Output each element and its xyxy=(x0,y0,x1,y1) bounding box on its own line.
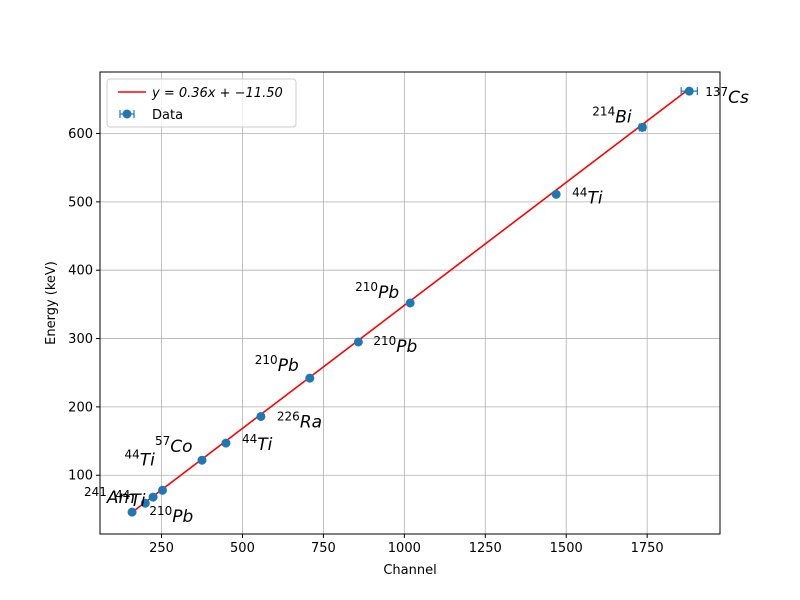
isotope-label: 210Pb xyxy=(149,504,193,527)
legend-box xyxy=(106,78,297,128)
y-tick-label: 100 xyxy=(68,469,93,484)
isotope-label: 210Pb xyxy=(355,280,399,303)
isotope-label: 210Pb xyxy=(373,334,417,357)
x-tick-label: 500 xyxy=(230,541,255,556)
isotope-label: 241Am xyxy=(84,485,135,508)
x-tick-label: 1500 xyxy=(550,541,583,556)
y-tick-label: 600 xyxy=(68,127,93,142)
y-tick-label: 500 xyxy=(68,195,93,210)
data-point xyxy=(157,485,167,495)
data-point xyxy=(305,373,315,383)
y-tick-label: 300 xyxy=(68,332,93,347)
data-point xyxy=(684,86,694,96)
legend-data-marker xyxy=(122,109,132,119)
isotope-label: 44Ti xyxy=(572,185,603,208)
isotope-label: 210Pb xyxy=(255,353,299,376)
x-tick-label: 750 xyxy=(311,541,336,556)
y-tick-label: 200 xyxy=(68,400,93,415)
legend: y = 0.36x + −11.50 Data xyxy=(106,78,297,128)
data-point xyxy=(405,298,415,308)
x-tick-label: 250 xyxy=(149,541,174,556)
y-axis-label: Energy (keV) xyxy=(44,261,59,345)
x-tick-label: 1000 xyxy=(388,541,421,556)
data-point xyxy=(353,337,363,347)
data-point xyxy=(127,507,137,517)
x-tick-label: 1250 xyxy=(469,541,502,556)
data-point xyxy=(256,411,266,421)
x-axis-label: Channel xyxy=(383,563,436,578)
x-tick-label: 1750 xyxy=(631,541,664,556)
isotope-label: 214Bi xyxy=(592,104,632,127)
plot-frame xyxy=(99,71,721,535)
y-tick-label: 400 xyxy=(68,264,93,279)
data-point xyxy=(551,189,561,199)
isotope-label: 57Co xyxy=(155,434,193,457)
data-point xyxy=(637,122,647,132)
isotope-label: 44Ti xyxy=(115,488,146,511)
isotope-label: 137Cs xyxy=(705,85,749,108)
isotope-label: 44Ti xyxy=(124,447,155,470)
isotope-label: 226Ra xyxy=(277,409,322,432)
data-points-layer xyxy=(127,86,698,517)
data-point xyxy=(140,498,150,508)
ticks-layer: 250 500 750 1000 1250 1500 1750 100 200 300 400 500… xyxy=(68,127,664,556)
legend-data-label: Data xyxy=(152,108,183,123)
legend-fit-label: y = 0.36x + −11.50 xyxy=(151,86,283,101)
isotope-label: 44Ti xyxy=(242,432,273,455)
data-point xyxy=(197,455,207,465)
grid xyxy=(100,72,720,534)
data-point xyxy=(148,492,158,502)
data-point xyxy=(221,438,231,448)
